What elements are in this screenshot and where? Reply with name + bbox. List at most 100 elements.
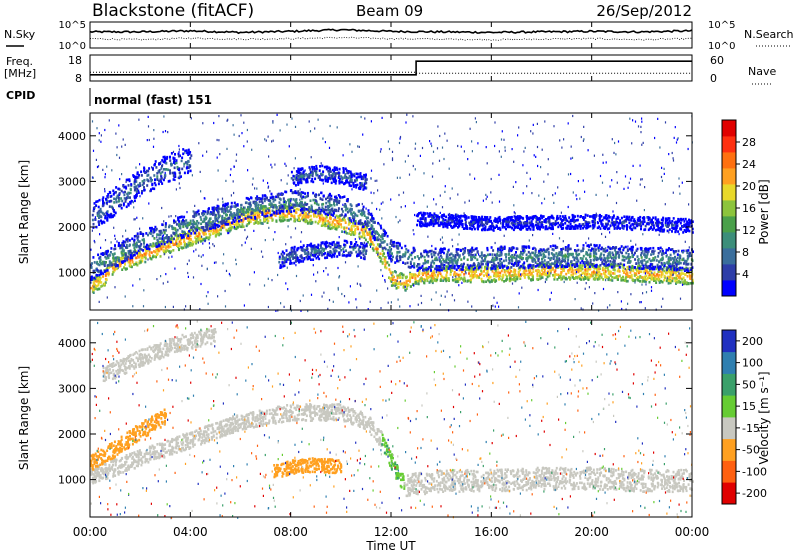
power-cell: [479, 273, 481, 276]
power-cell: [350, 233, 352, 236]
power-cell: [464, 247, 467, 250]
power-cell: [386, 234, 389, 238]
power-cell: [691, 281, 694, 285]
power-cell: [507, 253, 510, 256]
power-cell: [456, 253, 459, 257]
power-cell: [587, 248, 590, 252]
power-cell: [277, 208, 280, 212]
power-cell: [232, 214, 235, 217]
power-cell: [207, 220, 210, 224]
power-cell: [592, 270, 595, 274]
power-cell: [594, 244, 597, 248]
power-cell: [201, 220, 204, 224]
power-cell: [411, 276, 414, 279]
power-cell: [106, 264, 109, 267]
power-cell: [143, 189, 146, 192]
power-cell: [553, 275, 556, 279]
power-cell: [173, 221, 176, 224]
power-cell: [143, 167, 146, 171]
power-cell: [455, 248, 458, 251]
power-cell: [139, 244, 142, 248]
power-cell: [469, 280, 472, 284]
power-cell: [314, 254, 317, 257]
power-cell: [110, 194, 113, 198]
power-cell: [648, 280, 651, 284]
power-cell: [590, 243, 592, 247]
power-cell: [182, 148, 185, 151]
power-cell: [565, 254, 567, 258]
power-cell: [396, 276, 399, 280]
power-cell: [176, 167, 179, 171]
power-cell: [334, 218, 337, 222]
power-cell: [140, 174, 143, 177]
power-cell: [315, 256, 318, 260]
power-cell: [497, 271, 500, 274]
power-cell: [266, 196, 268, 200]
power-cell: [510, 275, 513, 278]
power-cell: [113, 191, 116, 195]
power-cell: [389, 279, 392, 283]
power-cell: [556, 260, 559, 263]
power-cell: [348, 217, 351, 220]
power-cell: [657, 247, 660, 250]
power-cell: [154, 225, 157, 229]
power-cell: [229, 207, 232, 210]
power-cell: [117, 196, 120, 200]
power-cell: [536, 277, 539, 281]
power-cell: [167, 246, 170, 249]
power-cell: [124, 268, 127, 271]
power-cell: [440, 256, 443, 259]
power-cell: [659, 267, 662, 270]
power-cell: [318, 253, 321, 256]
power-cell: [651, 265, 654, 268]
power-cell: [687, 269, 690, 273]
power-cell: [252, 218, 255, 221]
power-cell: [490, 246, 493, 249]
power-cell: [259, 207, 262, 210]
power-cell: [340, 214, 343, 217]
power-cell: [355, 241, 358, 244]
power-cell: [121, 261, 124, 264]
power-cell: [103, 282, 106, 286]
power-cell: [98, 287, 101, 291]
power-cell: [101, 198, 104, 201]
power-cell: [122, 252, 125, 256]
power-cell: [572, 272, 575, 275]
power-cell: [542, 263, 545, 267]
power-cell: [270, 213, 273, 217]
power-cell: [509, 255, 512, 258]
power-cell: [218, 224, 221, 228]
power-cell: [673, 276, 676, 280]
power-cell: [189, 221, 191, 225]
power-cell: [309, 258, 312, 261]
power-cell: [189, 157, 192, 160]
power-cell: [225, 220, 228, 223]
power-cell: [322, 252, 325, 256]
power-cell: [393, 240, 396, 244]
power-cell: [306, 220, 309, 223]
power-cell: [647, 271, 650, 275]
power-cell: [612, 268, 615, 271]
power-cell: [158, 163, 161, 166]
power-cell: [321, 247, 324, 250]
power-cell: [115, 191, 117, 194]
power-cell: [515, 257, 518, 260]
power-cell: [275, 219, 278, 222]
power-cell: [479, 255, 481, 258]
power-cell: [311, 253, 314, 257]
power-cell: [591, 263, 594, 266]
power-cell: [587, 267, 590, 271]
power-cell: [685, 281, 688, 285]
power-cell: [264, 197, 266, 201]
power-cell: [132, 250, 135, 254]
power-cell: [149, 226, 151, 230]
power-cell: [190, 154, 193, 157]
power-cell: [668, 265, 671, 268]
power-cell: [410, 253, 413, 257]
power-cell: [181, 230, 184, 233]
power-cell: [287, 198, 290, 202]
power-cell: [233, 223, 236, 227]
power-cell: [672, 260, 675, 264]
power-cell: [579, 264, 582, 267]
power-cell: [466, 268, 469, 271]
